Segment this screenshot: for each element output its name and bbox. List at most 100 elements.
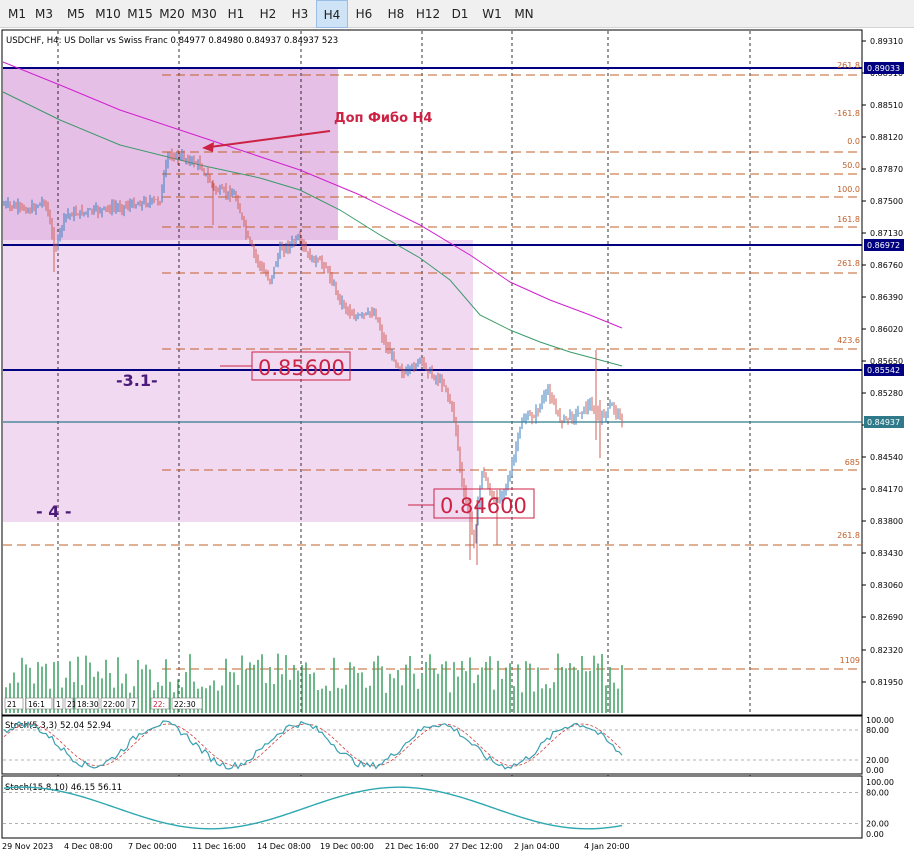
- price-tick: 0.84170: [870, 485, 903, 494]
- time-tag: 18:30: [77, 700, 99, 709]
- time-tick: 2 Jan 04:00: [514, 842, 560, 851]
- price-tick: 0.81950: [870, 678, 903, 687]
- time-tick: 21 Dec 16:00: [385, 842, 439, 851]
- fib-label: 161.8: [837, 215, 860, 224]
- time-tick: 4 Dec 08:00: [64, 842, 113, 851]
- price-tick: 0.82320: [870, 646, 903, 655]
- timeframe-m3-button[interactable]: M3: [35, 7, 53, 21]
- fib-label: 1109: [840, 656, 860, 665]
- wave-label-3-1: -3.1-: [116, 371, 158, 390]
- time-tag: 1: [56, 700, 61, 709]
- timeframe-m20-button[interactable]: M20: [159, 7, 185, 21]
- current-price-tag: [864, 62, 904, 74]
- time-tag: 7: [131, 700, 136, 709]
- moving-average-slow: [2, 61, 623, 329]
- price-tick: 0.83430: [870, 549, 903, 558]
- price-tick: 0.84540: [870, 453, 903, 462]
- price-box-1[interactable]: [251, 351, 351, 381]
- fibo-annotation: Доп Фибо Н4: [334, 111, 432, 126]
- price-tick: 0.87870: [870, 165, 903, 174]
- time-tick: 4 Jan 20:00: [584, 842, 630, 851]
- fib-label: 261.8: [837, 531, 860, 540]
- stoch-level: 80.00: [866, 726, 889, 735]
- timeframe-h2-button[interactable]: H2: [259, 7, 277, 21]
- stoch2-label: Stoch(15,8,10) 46.15 56.11: [5, 783, 122, 793]
- price-tick: 0.82690: [870, 613, 903, 622]
- price-tick: 0.86760: [870, 261, 903, 270]
- price-box-1-label: 0.85600: [258, 356, 345, 380]
- time-tag: 22:: [153, 700, 165, 709]
- timeframe-h4-button[interactable]: H4: [316, 0, 348, 28]
- timeframe-m15-button[interactable]: M15: [127, 7, 153, 21]
- price-axis: 0.893100.889100.885100.881200.878700.875…: [862, 37, 903, 687]
- price-tick: 0.88120: [870, 133, 903, 142]
- timeframe-h1-button[interactable]: H1: [227, 7, 245, 21]
- price-tick: 0.89310: [870, 37, 903, 46]
- timeframe-m5-button[interactable]: M5: [67, 7, 85, 21]
- time-tag: 21: [7, 700, 17, 709]
- stoch1-pane: [1, 715, 863, 775]
- timeframe-m30-button[interactable]: M30: [191, 7, 217, 21]
- stoch-level: 0.00: [866, 830, 884, 839]
- time-tag: 22:30: [174, 700, 196, 709]
- symbol-info: USDCHF, H4: US Dollar vs Swiss Franc 0.8…: [6, 36, 338, 46]
- stoch-level: 100.00: [866, 778, 894, 787]
- fib-label: -161.8: [834, 109, 860, 118]
- stoch1-label: Stoch(5,3,3) 52.04 52.94: [5, 721, 111, 731]
- price-tick: 0.87130: [870, 229, 903, 238]
- timeframe-d1-button[interactable]: D1: [451, 7, 469, 21]
- timeframe-mn-button[interactable]: MN: [514, 7, 534, 21]
- fib-label: 100.0: [837, 185, 860, 194]
- current-price-value: 0.84937: [867, 418, 900, 427]
- timeframe-w1-button[interactable]: W1: [482, 7, 502, 21]
- fib-label: 50.0: [842, 161, 860, 170]
- stoch-level: 0.00: [866, 766, 884, 775]
- price-tick: 0.85650: [870, 357, 903, 366]
- price-tick: 0.87500: [870, 197, 903, 206]
- arrow-head-icon: [202, 142, 214, 152]
- timeframe-m10-button[interactable]: M10: [95, 7, 121, 21]
- fib-label: 0.0: [847, 137, 860, 146]
- chart-window[interactable]: USDCHF, H4: US Dollar vs Swiss Franc 0.8…: [0, 28, 914, 856]
- fib-label: 261.8: [837, 61, 860, 70]
- price-box-2[interactable]: [433, 488, 535, 519]
- timeframe-h12-button[interactable]: H12: [415, 7, 441, 21]
- time-tag: 22:00: [103, 700, 125, 709]
- stoch2-main-line: [3, 786, 623, 830]
- price-box-2-label: 0.84600: [440, 494, 527, 518]
- current-price-value: 0.86972: [867, 241, 900, 250]
- zone-light: [3, 240, 473, 522]
- stoch-level: 80.00: [866, 788, 889, 797]
- fib-label: 261.8: [837, 259, 860, 268]
- fib-label: 423.6: [837, 336, 860, 345]
- stoch-level: 100.00: [866, 716, 894, 725]
- price-tick: 0.88510: [870, 101, 903, 110]
- current-price-value: 0.85542: [867, 366, 900, 375]
- stoch-level: 20.00: [866, 820, 889, 829]
- price-tick: 0.83800: [870, 517, 903, 526]
- price-tick: 0.85280: [870, 389, 903, 398]
- stoch-level: 20.00: [866, 756, 889, 765]
- stoch1-signal-line: [3, 723, 623, 767]
- stoch1-main-line: [3, 720, 623, 770]
- time-tick: 27 Dec 12:00: [449, 842, 503, 851]
- timeframe-h6-button[interactable]: H6: [355, 7, 373, 21]
- timeframe-h3-button[interactable]: H3: [291, 7, 309, 21]
- stoch2-pane: [1, 775, 863, 839]
- timeframe-m1-button[interactable]: M1: [8, 7, 26, 21]
- current-price-tag: [864, 239, 904, 251]
- timeframe-h8-button[interactable]: H8: [387, 7, 405, 21]
- wave-label-4: - 4 -: [36, 502, 72, 521]
- time-tick: 14 Dec 08:00: [257, 842, 311, 851]
- current-price-tag: [864, 416, 904, 428]
- annotation-arrow: [209, 130, 331, 148]
- price-tick: 0.86020: [870, 325, 903, 334]
- price-candles: [3, 148, 623, 565]
- current-price-tag: [864, 364, 904, 376]
- price-tick: 0.83060: [870, 581, 903, 590]
- time-tick: 19 Dec 00:00: [320, 842, 374, 851]
- time-tick: 11 Dec 16:00: [192, 842, 246, 851]
- fib-label: 685: [845, 458, 860, 467]
- time-tick: 29 Nov 2023: [2, 842, 53, 851]
